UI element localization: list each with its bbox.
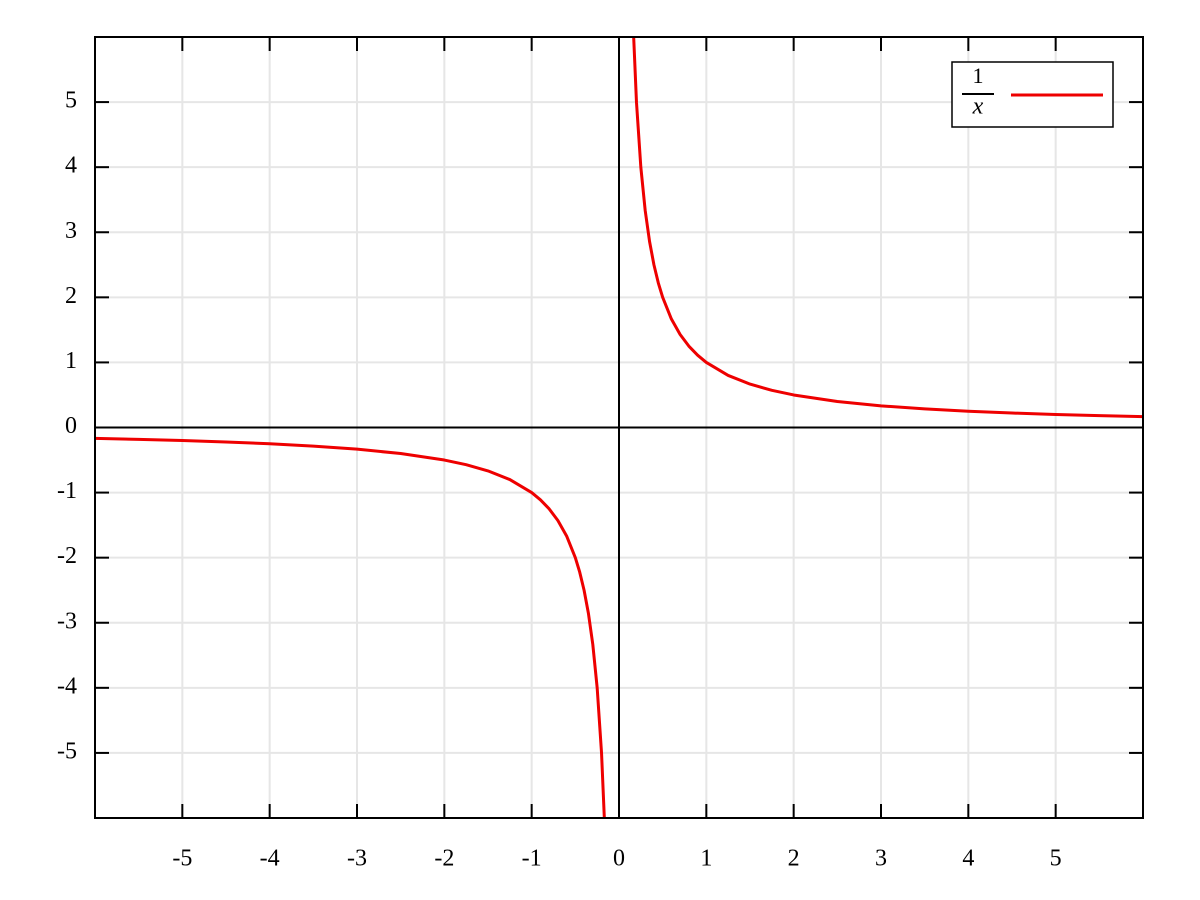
x-tick-label: 5 — [1050, 846, 1062, 872]
legend-numerator: 1 — [973, 63, 984, 88]
x-tick-label: -4 — [260, 846, 280, 872]
ticks: -5 -4 -3 -2 -1 0 1 2 3 4 5 -5 -4 -3 -2 -1 0 1 2 3 4 5 — [57, 37, 1143, 872]
x-tick-label: 0 — [613, 846, 625, 872]
x-tick-label: 2 — [788, 846, 800, 872]
y-tick-label: 3 — [65, 218, 77, 244]
legend-denominator: x — [972, 94, 984, 120]
y-tick-label: 2 — [65, 283, 77, 309]
series-line — [95, 37, 1143, 818]
y-tick-label: -3 — [57, 608, 77, 634]
zero-axes — [95, 37, 1143, 818]
y-tick-label: -1 — [57, 478, 77, 504]
x-tick-label: -5 — [172, 846, 192, 872]
plot-area — [95, 37, 1143, 818]
legend: 1x — [951, 61, 1114, 128]
x-tick-label: -1 — [522, 846, 542, 872]
y-tick-label: 4 — [65, 153, 77, 179]
y-tick-label: -4 — [57, 673, 77, 699]
x-tick-label: -2 — [434, 846, 454, 872]
y-tick-label: -5 — [57, 738, 77, 764]
x-tick-label: 1 — [700, 846, 712, 872]
y-tick-label: 5 — [65, 88, 77, 114]
x-tick-label: 3 — [875, 846, 887, 872]
y-tick-label: -2 — [57, 543, 77, 569]
x-tick-label: 4 — [962, 846, 974, 872]
y-tick-label: 1 — [65, 348, 77, 374]
y-tick-label: 0 — [65, 413, 77, 439]
x-tick-label: -3 — [347, 846, 367, 872]
